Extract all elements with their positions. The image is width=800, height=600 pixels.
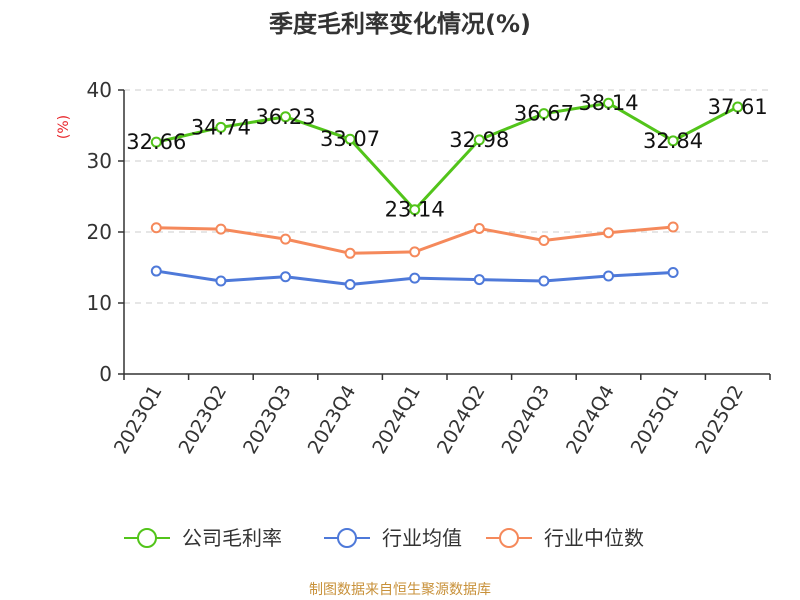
data-label: 23.14: [385, 198, 445, 222]
data-label: 38.14: [578, 91, 638, 115]
data-point: [473, 274, 485, 286]
x-tick-label: 2023Q3: [239, 382, 296, 458]
x-tick-label: 2023Q4: [304, 382, 361, 458]
y-axis-unit: (%): [56, 115, 72, 139]
data-point: [667, 266, 679, 278]
data-point: [215, 275, 227, 287]
data-label: 32.66: [126, 130, 186, 154]
data-point: [280, 233, 291, 245]
data-point: [344, 279, 356, 291]
y-tick-label: 0: [99, 362, 112, 386]
data-point: [538, 235, 550, 247]
data-label: 32.98: [449, 128, 509, 152]
data-point: [538, 275, 550, 287]
x-tick-label: 2025Q2: [691, 382, 748, 458]
y-tick-label: 40: [87, 78, 112, 102]
legend-marker: [499, 528, 519, 548]
data-point: [344, 133, 356, 145]
x-tick-label: 2024Q4: [562, 382, 619, 458]
data-point: [409, 272, 421, 284]
legend-marker: [337, 528, 357, 548]
legend: 公司毛利率 行业均值 行业中位数: [124, 526, 644, 550]
x-tick-label: 2023Q1: [110, 382, 167, 458]
data-point: [215, 223, 227, 235]
data-point: [473, 222, 485, 234]
legend-label: 公司毛利率: [182, 526, 282, 550]
series-line: [155, 101, 739, 212]
x-tick-label: 2023Q2: [174, 382, 231, 458]
data-point: [603, 97, 614, 109]
series-layer: [150, 97, 744, 291]
x-tick-label: 2024Q2: [433, 382, 490, 458]
data-point: [667, 135, 679, 147]
chart-title: 季度毛利率变化情况(%): [269, 10, 531, 38]
source-note: 制图数据来自恒生聚源数据库: [309, 582, 491, 598]
data-point: [667, 221, 679, 233]
data-point: [215, 121, 227, 133]
data-point: [603, 270, 614, 282]
y-tick-label: 20: [87, 220, 112, 244]
y-tick-label: 10: [87, 291, 112, 315]
data-label: 33.07: [320, 127, 380, 151]
data-point: [538, 108, 550, 120]
data-point: [603, 227, 614, 239]
data-point: [344, 247, 356, 259]
data-point: [409, 204, 421, 216]
x-tick-label: 2024Q3: [497, 382, 554, 458]
data-point: [150, 265, 162, 277]
legend-label: 行业中位数: [544, 526, 644, 550]
data-point: [409, 246, 421, 258]
data-point: [732, 101, 744, 113]
data-label: 32.84: [643, 129, 703, 153]
gridlines: [124, 89, 770, 304]
legend-item: 行业中位数: [486, 526, 644, 550]
data-label: 37.61: [708, 95, 768, 119]
data-point: [473, 134, 485, 146]
data-label: 36.23: [255, 105, 315, 129]
data-point: [280, 271, 291, 283]
data-label: 36.67: [514, 102, 574, 126]
legend-item: 公司毛利率: [124, 526, 282, 550]
data-point: [150, 222, 162, 234]
x-tick-label: 2025Q1: [627, 382, 684, 458]
legend-marker: [137, 528, 157, 548]
data-point: [150, 136, 162, 148]
x-tick-label: 2024Q1: [368, 382, 425, 458]
legend-label: 行业均值: [382, 526, 462, 550]
y-tick-label: 30: [87, 149, 112, 173]
legend-item: 行业均值: [324, 526, 462, 550]
data-label: 34.74: [191, 115, 251, 139]
data-point: [280, 111, 291, 123]
